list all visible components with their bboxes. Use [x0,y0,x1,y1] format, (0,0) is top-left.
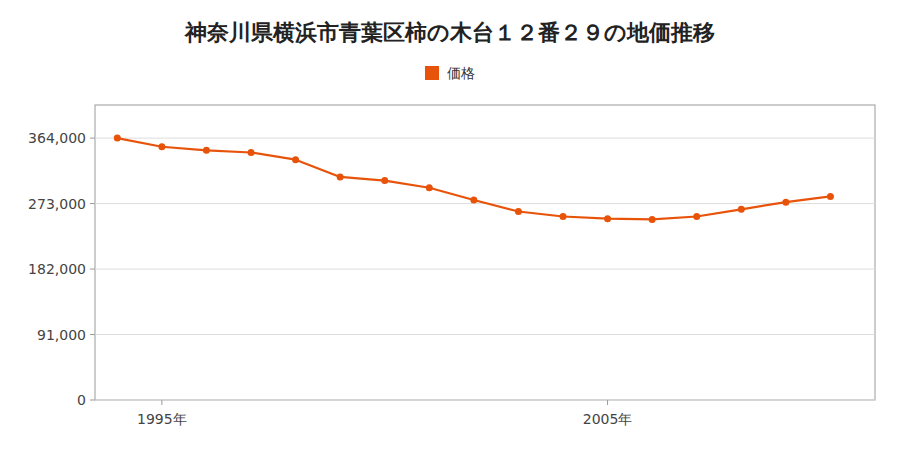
line [117,138,830,219]
tick-mark [90,138,95,139]
legend: 価格 [425,65,475,81]
point [782,199,789,206]
point [203,147,210,154]
point [426,184,433,191]
point [381,177,388,184]
point [158,143,165,150]
y-axis: 0 91,000 182,000 273,000 364,000 [28,130,875,408]
chart: 神奈川県横浜市青葉区柿の木台１２番２９の地価推移価格 0 91,000 182,000… [0,0,900,450]
point [693,213,700,220]
tick-label: 182,000 [28,261,86,277]
title: 神奈川県横浜市青葉区柿の木台１２番２９の地価推移 [184,20,715,45]
grid-line [95,138,875,139]
point [560,213,567,220]
point [470,196,477,203]
tick-label: 1995年 [137,411,187,427]
legend-label: 価格 [447,65,475,81]
tick-mark [161,400,162,405]
tick-mark [90,269,95,270]
point [515,208,522,215]
tick-mark [90,203,95,204]
point [337,173,344,180]
point [604,215,611,222]
tick-label: 91,000 [37,327,86,343]
point [827,193,834,200]
point [248,149,255,156]
point [114,135,121,142]
plot-frame [95,105,875,400]
x-axis: 1995年 2005年 [137,400,632,427]
tick-label: 364,000 [28,130,86,146]
marks [114,135,834,223]
grid-line [95,400,875,401]
tick-mark [607,400,608,405]
tick-label: 2005年 [583,411,633,427]
tick-label: 273,000 [28,196,86,212]
tick-mark [90,334,95,335]
grid-line [95,269,875,270]
tick-label: 0 [77,392,86,408]
grid-line [95,334,875,335]
point [738,206,745,213]
legend-swatch [425,66,439,80]
point [292,156,299,163]
point [649,216,656,223]
tick-mark [90,400,95,401]
